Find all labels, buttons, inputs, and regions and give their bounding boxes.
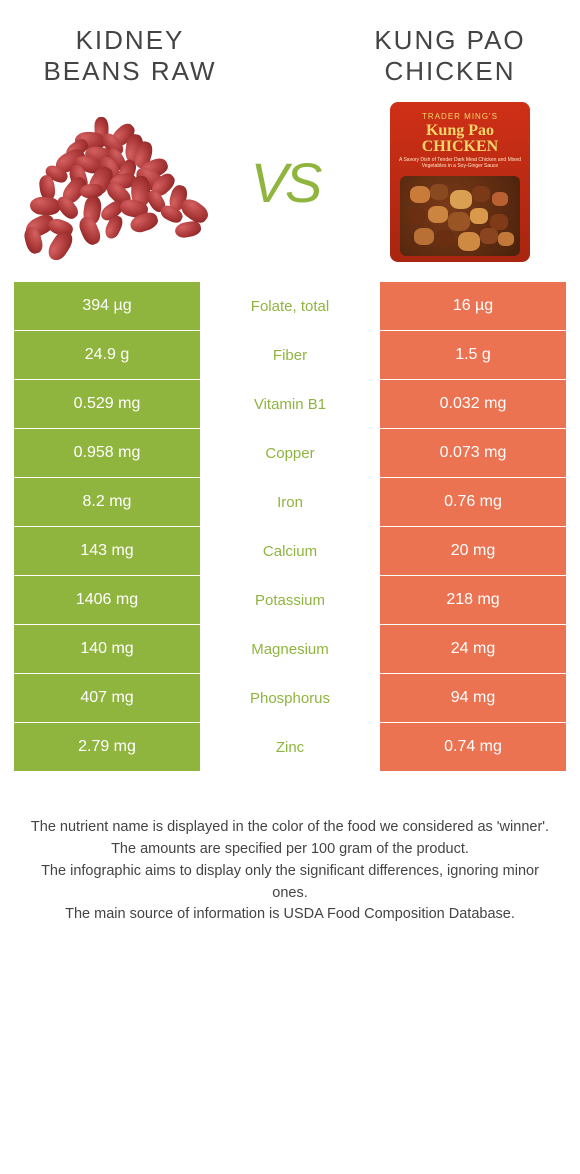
table-row: 394 µgFolate, total16 µg: [14, 282, 566, 331]
nutrient-name: Folate, total: [200, 282, 380, 330]
nutrient-name: Phosphorus: [200, 674, 380, 722]
nutrient-name: Zinc: [200, 723, 380, 771]
footnote-line: The main source of information is USDA F…: [30, 904, 550, 926]
title-right: KUNG PAO CHICKEN: [350, 25, 550, 87]
nutrient-name: Iron: [200, 478, 380, 526]
package-title: Kung Pao CHICKEN: [390, 123, 530, 155]
value-left: 140 mg: [14, 625, 200, 673]
nutrient-name: Vitamin B1: [200, 380, 380, 428]
value-right: 0.032 mg: [380, 380, 566, 428]
value-right: 1.5 g: [380, 331, 566, 379]
footnote-line: The nutrient name is displayed in the co…: [30, 817, 550, 839]
images-row: VS TRADER MING'S Kung Pao CHICKEN A Savo…: [0, 97, 580, 282]
nutrient-name: Magnesium: [200, 625, 380, 673]
value-right: 24 mg: [380, 625, 566, 673]
table-row: 0.529 mgVitamin B10.032 mg: [14, 380, 566, 429]
table-row: 8.2 mgIron0.76 mg: [14, 478, 566, 527]
value-left: 2.79 mg: [14, 723, 200, 771]
value-left: 8.2 mg: [14, 478, 200, 526]
package-brand: TRADER MING'S: [422, 112, 498, 121]
table-row: 2.79 mgZinc0.74 mg: [14, 723, 566, 772]
nutrient-name: Calcium: [200, 527, 380, 575]
footnote-line: The infographic aims to display only the…: [30, 861, 550, 905]
value-right: 94 mg: [380, 674, 566, 722]
value-right: 0.74 mg: [380, 723, 566, 771]
value-right: 218 mg: [380, 576, 566, 624]
nutrient-name: Copper: [200, 429, 380, 477]
footnote-line: The amounts are specified per 100 gram o…: [30, 839, 550, 861]
value-right: 16 µg: [380, 282, 566, 330]
nutrient-name: Potassium: [200, 576, 380, 624]
value-left: 24.9 g: [14, 331, 200, 379]
value-right: 20 mg: [380, 527, 566, 575]
table-row: 0.958 mgCopper0.073 mg: [14, 429, 566, 478]
value-left: 0.529 mg: [14, 380, 200, 428]
value-left: 143 mg: [14, 527, 200, 575]
table-row: 24.9 gFiber1.5 g: [14, 331, 566, 380]
table-row: 140 mgMagnesium24 mg: [14, 625, 566, 674]
table-row: 407 mgPhosphorus94 mg: [14, 674, 566, 723]
package-subtitle: A Savory Dish of Tender Dark Meat Chicke…: [390, 155, 530, 172]
table-row: 1406 mgPotassium218 mg: [14, 576, 566, 625]
header: KIDNEY BEANS RAW KUNG PAO CHICKEN: [0, 0, 580, 97]
value-left: 407 mg: [14, 674, 200, 722]
value-left: 394 µg: [14, 282, 200, 330]
comparison-table: 394 µgFolate, total16 µg24.9 gFiber1.5 g…: [14, 282, 566, 772]
value-right: 0.76 mg: [380, 478, 566, 526]
kidney-beans-image: [15, 107, 205, 257]
footnotes: The nutrient name is displayed in the co…: [0, 772, 580, 956]
vs-label: VS: [251, 150, 320, 215]
value-left: 1406 mg: [14, 576, 200, 624]
nutrient-name: Fiber: [200, 331, 380, 379]
value-left: 0.958 mg: [14, 429, 200, 477]
table-row: 143 mgCalcium20 mg: [14, 527, 566, 576]
value-right: 0.073 mg: [380, 429, 566, 477]
kung-pao-image: TRADER MING'S Kung Pao CHICKEN A Savory …: [365, 107, 555, 257]
title-left: KIDNEY BEANS RAW: [30, 25, 230, 87]
